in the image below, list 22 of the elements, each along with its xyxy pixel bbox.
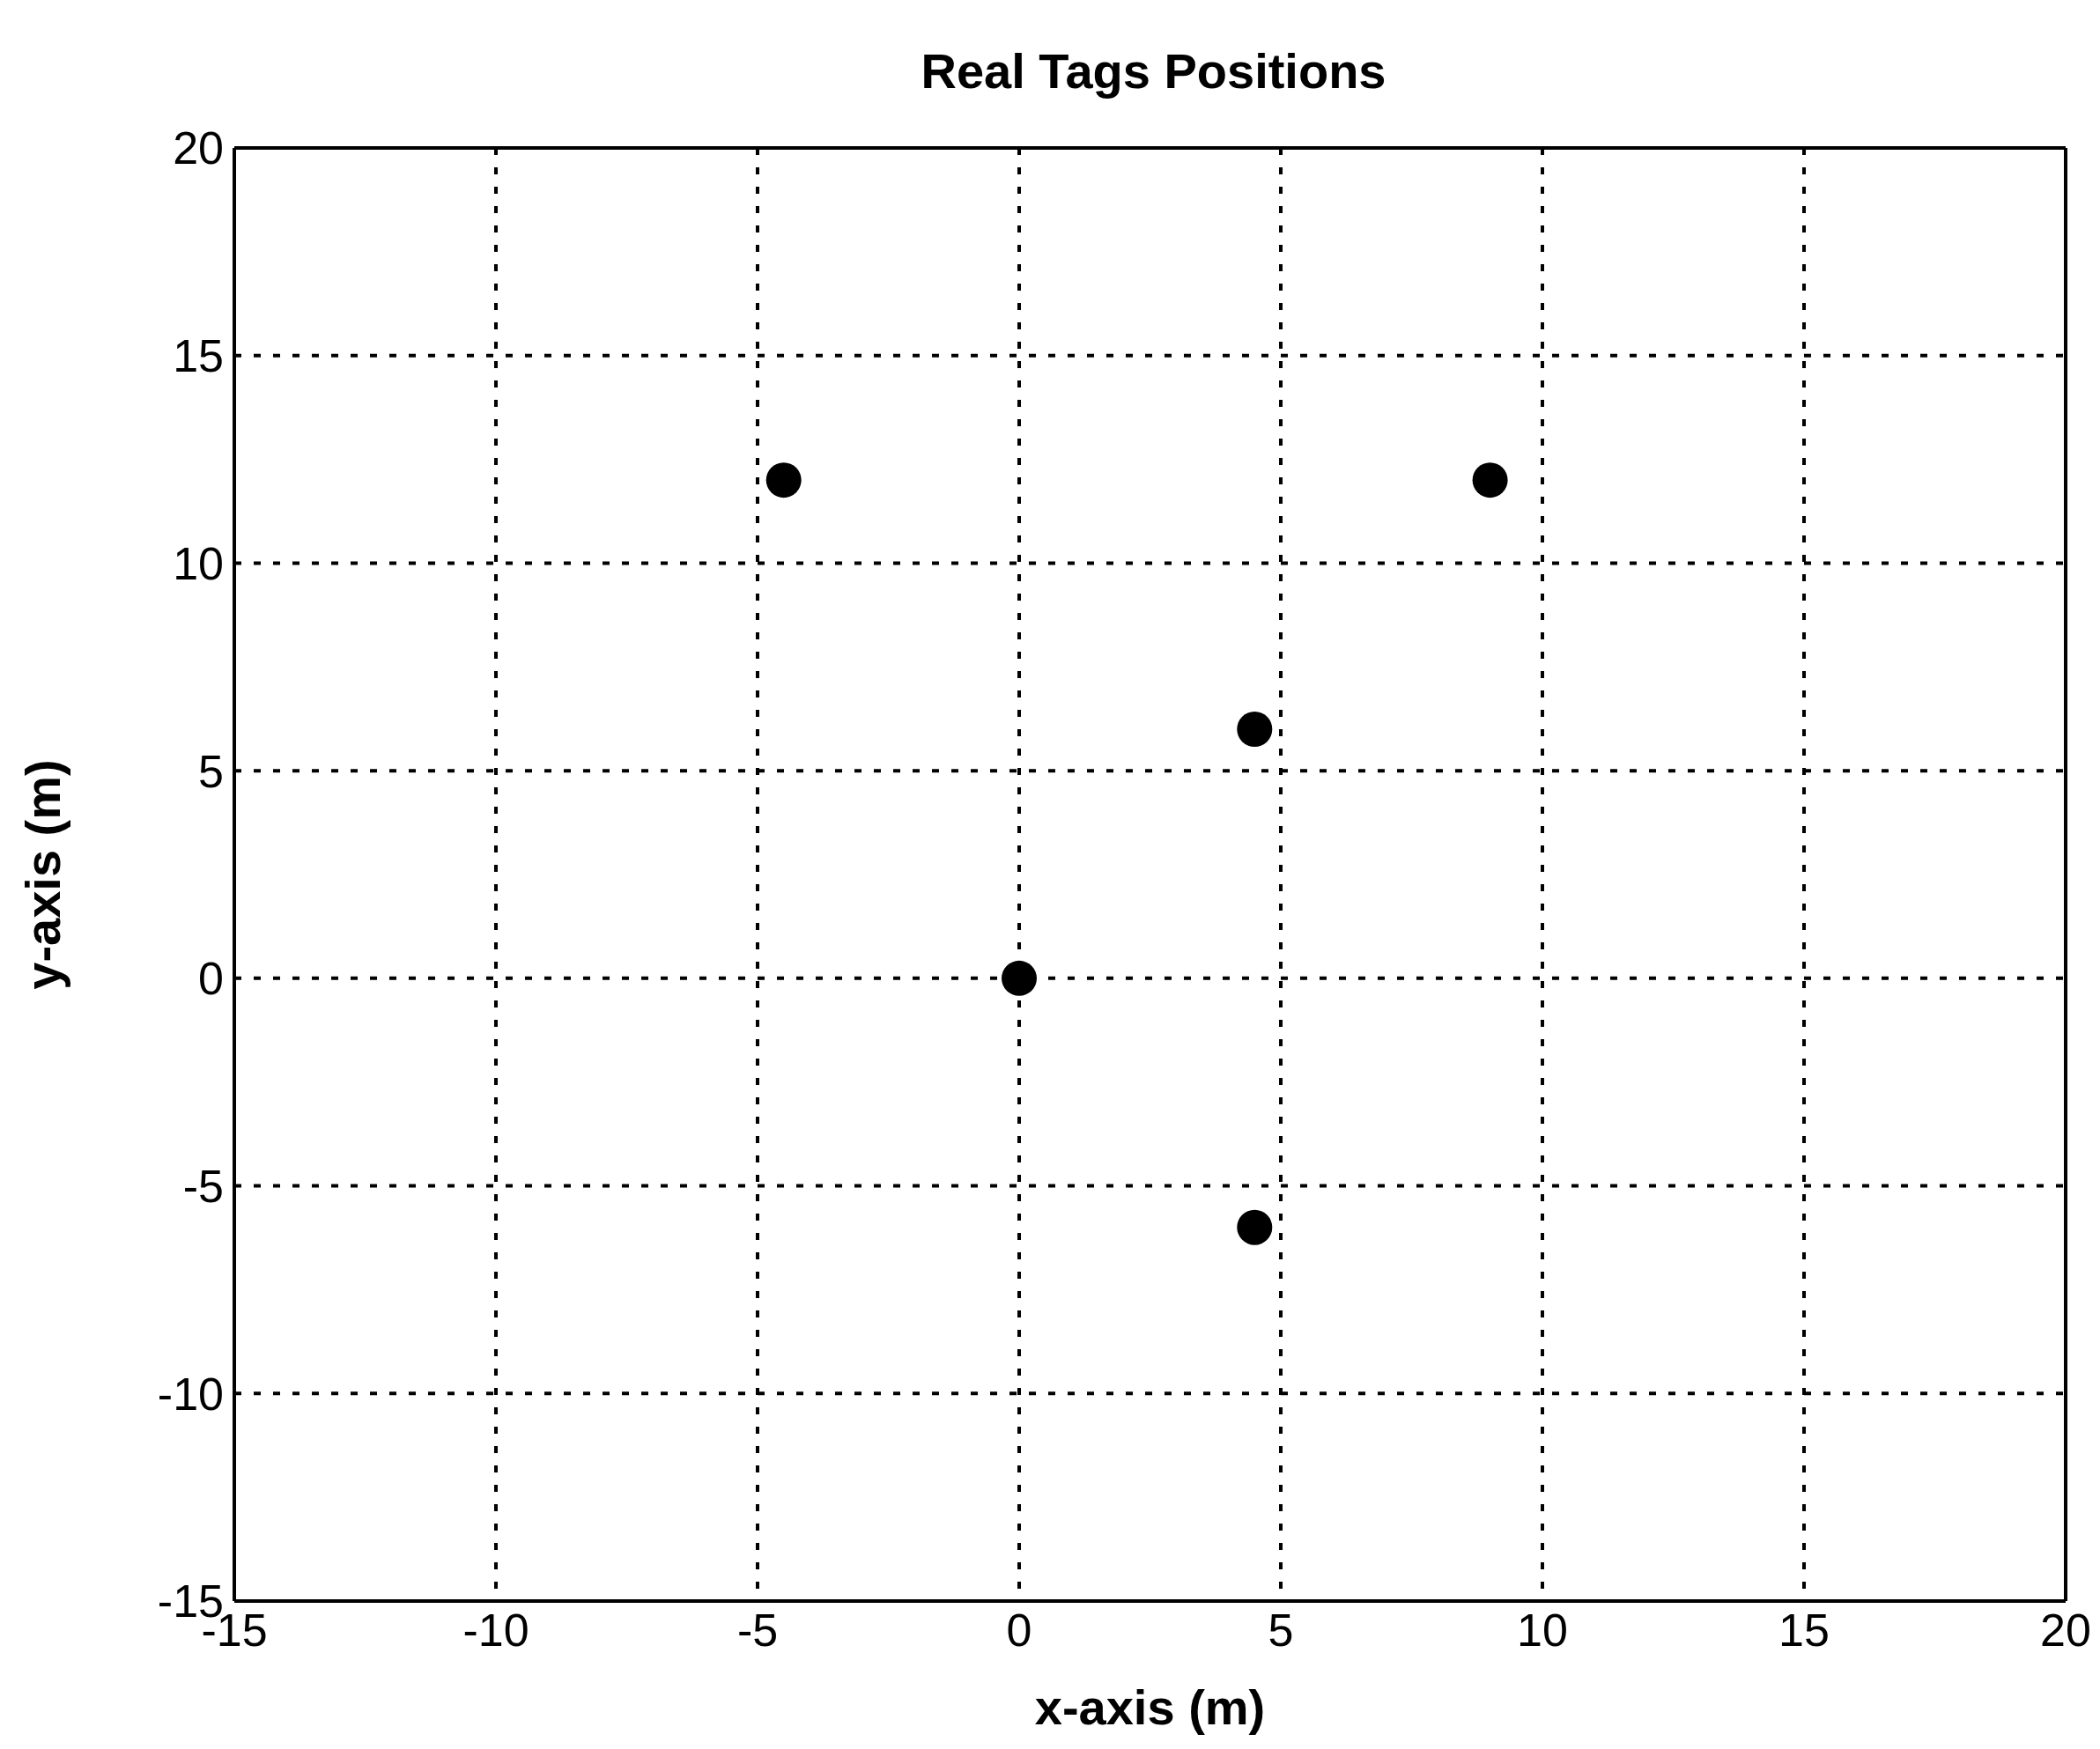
- x-tick-label: 20: [2040, 1604, 2091, 1656]
- y-tick-label: 20: [173, 122, 224, 174]
- point: [1472, 462, 1508, 498]
- x-tick-label: 10: [1517, 1604, 1568, 1656]
- y-tick-label: -5: [182, 1161, 224, 1213]
- x-axis-title: x-axis (m): [1034, 1679, 1266, 1735]
- x-tick-label: 0: [1006, 1604, 1032, 1656]
- y-tick-label: 10: [173, 537, 224, 589]
- point: [765, 462, 802, 498]
- x-tick-label: 15: [1778, 1604, 1830, 1656]
- point: [1002, 960, 1037, 996]
- chart-title: Real Tags Positions: [920, 42, 1387, 100]
- y-tick-label: 15: [173, 330, 224, 382]
- x-tick-label: 5: [1268, 1604, 1294, 1656]
- y-tick-label: 5: [198, 745, 224, 797]
- y-tick-label: -10: [157, 1368, 224, 1420]
- y-axis-title: y-axis (m): [14, 759, 70, 990]
- point: [1237, 712, 1273, 747]
- x-tick-label: -10: [462, 1604, 529, 1656]
- x-tick-label: -5: [736, 1604, 779, 1656]
- y-tick-label: 0: [198, 953, 224, 1005]
- point: [1237, 1209, 1273, 1245]
